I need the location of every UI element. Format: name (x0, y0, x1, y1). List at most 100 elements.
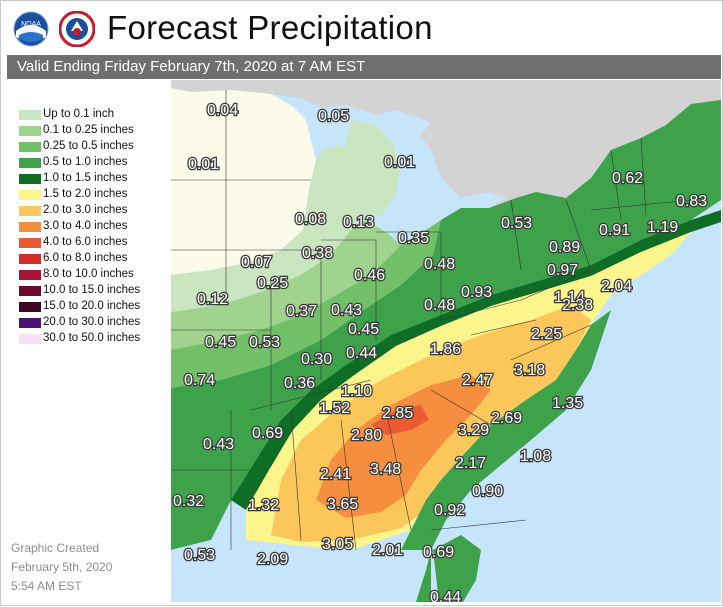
legend-item: Up to 0.1 inch (11, 107, 171, 123)
precip-value-label: 0.04 (207, 102, 238, 119)
precip-value-label: 0.53 (249, 334, 280, 351)
legend: Up to 0.1 inch 0.1 to 0.25 inches 0.25 to … (11, 107, 171, 347)
legend-label: 0.1 to 0.25 inches (43, 124, 134, 136)
precip-value-label: 0.48 (424, 297, 455, 314)
legend-item: 3.0 to 4.0 inches (11, 219, 171, 235)
precip-value-label: 3.18 (514, 362, 545, 379)
legend-swatch (19, 286, 41, 296)
lake-huron (401, 140, 436, 190)
precip-value-label: 0.32 (173, 493, 204, 510)
legend-item: 20.0 to 30.0 inches (11, 315, 171, 331)
legend-label: 1.5 to 2.0 inches (43, 188, 128, 200)
precip-value-label: 2.25 (531, 326, 562, 343)
precip-value-label: 0.91 (599, 222, 630, 239)
page-title: Forecast Precipitation (107, 9, 433, 46)
legend-label: 1.0 to 1.5 inches (43, 172, 128, 184)
header: NOAA Forecast Precipitation (1, 1, 722, 55)
lake-ontario (456, 192, 506, 208)
precip-value-label: 1.08 (520, 448, 551, 465)
band-3-0-to-4-0 (316, 375, 491, 518)
legend-label: Up to 0.1 inch (43, 108, 114, 120)
precip-value-label: 1.14 (554, 289, 585, 306)
precip-value-label: 0.62 (612, 170, 643, 187)
precip-value-label: 2.47 (462, 372, 493, 389)
legend-swatch (19, 142, 41, 152)
precip-value-label: 0.92 (434, 502, 465, 519)
legend-item: 8.0 to 10.0 inches (11, 267, 171, 283)
precip-value-label: 0.74 (184, 372, 215, 389)
legend-item: 10.0 to 15.0 inches (11, 283, 171, 299)
legend-swatch (19, 254, 41, 264)
precip-value-label: 0.44 (346, 345, 377, 362)
legend-label: 10.0 to 15.0 inches (43, 284, 141, 296)
legend-swatch (19, 302, 41, 312)
band-0-5-to-1-0 (171, 100, 721, 550)
legend-label: 0.5 to 1.0 inches (43, 156, 128, 168)
noaa-logo: NOAA (13, 11, 49, 47)
precipitation-map: 0.04 0.05 0.01 0.01 0.08 0.13 0.35 0.53 0.62 0.83… (171, 80, 721, 607)
precip-value-label: 0.44 (430, 589, 461, 602)
precip-value-label: 0.01 (188, 156, 219, 173)
legend-item: 30.0 to 50.0 inches (11, 331, 171, 347)
legend-label: 0.25 to 0.5 inches (43, 140, 134, 152)
precip-value-label: 1.86 (430, 341, 461, 358)
atlantic-ocean (433, 222, 721, 602)
precip-value-label: 0.90 (472, 483, 503, 500)
precip-value-label: 0.36 (284, 375, 315, 392)
precip-value-label: 0.37 (286, 303, 317, 320)
precip-value-label: 0.93 (461, 284, 492, 301)
created-time: 5:54 AM EST (11, 579, 82, 593)
band-up-to-0-1 (171, 140, 371, 312)
legend-label: 2.0 to 3.0 inches (43, 204, 128, 216)
valid-time-bar: Valid Ending Friday February 7th, 2020 a… (7, 55, 721, 79)
precip-value-label: 3.65 (327, 496, 358, 513)
legend-swatch (19, 270, 41, 280)
nws-logo (58, 10, 96, 48)
created-date: February 5th, 2020 (11, 560, 113, 574)
precip-value-label: 0.83 (676, 193, 707, 210)
legend-swatch (19, 318, 41, 328)
legend-item: 0.1 to 0.25 inches (11, 123, 171, 139)
legend-swatch (19, 238, 41, 248)
legend-label: 8.0 to 10.0 inches (43, 268, 134, 280)
band-0-1-to-0-25 (171, 220, 401, 350)
precip-value-label: 0.97 (547, 262, 578, 279)
precip-value-label: 0.38 (302, 245, 333, 262)
band-0-25-to-0-5 (171, 220, 441, 388)
legend-item: 2.0 to 3.0 inches (11, 203, 171, 219)
legend-item: 0.25 to 0.5 inches (11, 139, 171, 155)
precip-value-label: 0.12 (197, 291, 228, 308)
precip-value-label: 2.69 (491, 410, 522, 427)
legend-label: 30.0 to 50.0 inches (43, 332, 141, 344)
legend-swatch (19, 190, 41, 200)
legend-swatch (19, 174, 41, 184)
precip-value-label: 0.45 (348, 321, 379, 338)
band-southeast-coast (396, 310, 611, 602)
lake-erie (386, 210, 441, 232)
precip-value-label: 0.35 (398, 230, 429, 247)
precip-value-label: 3.05 (322, 536, 353, 553)
legend-swatch (19, 126, 41, 136)
svg-text:NOAA: NOAA (21, 21, 41, 28)
precip-value-label: 1.32 (248, 497, 279, 514)
precip-value-label: 0.69 (252, 425, 283, 442)
legend-swatch (19, 110, 41, 120)
precip-value-label: 0.25 (257, 275, 288, 292)
gulf-of-mexico (171, 540, 431, 602)
precip-value-label: 2.04 (601, 278, 632, 295)
legend-label: 20.0 to 30.0 inches (43, 316, 141, 328)
precip-value-label: 2.38 (562, 297, 593, 314)
precip-value-label: 2.80 (351, 427, 382, 444)
dry-land-upper-midwest (171, 88, 316, 275)
precip-value-label: 0.13 (343, 214, 374, 231)
precip-value-label: 0.01 (384, 154, 415, 171)
precip-value-label: 0.30 (301, 351, 332, 368)
precip-value-label: 0.69 (423, 544, 454, 561)
legend-item: 1.5 to 2.0 inches (11, 187, 171, 203)
precip-value-label: 2.41 (320, 466, 351, 483)
precip-value-label: 0.43 (331, 302, 362, 319)
precip-value-label: 2.09 (257, 551, 288, 568)
precip-value-label: 0.05 (318, 108, 349, 125)
legend-swatch (19, 334, 41, 344)
